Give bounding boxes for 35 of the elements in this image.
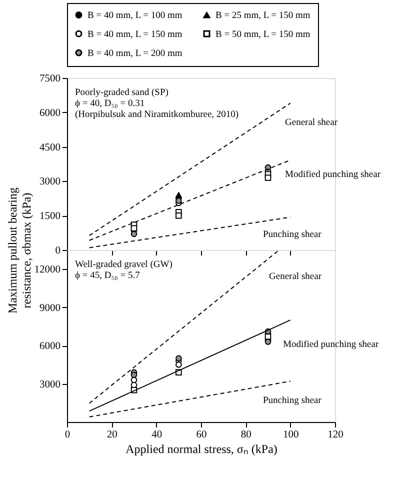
- annotation: Modified punching shear: [285, 170, 382, 180]
- y-tick-label: 7500: [40, 74, 60, 84]
- annotation: ϕ = 45, D₅₀ = 5.7: [75, 271, 140, 281]
- x-axis-title: Applied normal stress, σₙ (kPa): [126, 442, 278, 456]
- x-tick-label: 40: [152, 430, 162, 440]
- y-tick-label: 1500: [40, 211, 60, 222]
- y-tick-label: 3000: [40, 176, 60, 188]
- annotation: Well-graded gravel (GW): [75, 260, 172, 270]
- x-tick-label: 0: [64, 430, 70, 440]
- y-tick-label: 0: [55, 246, 60, 256]
- annotation: General shear: [285, 118, 338, 128]
- annotation: Modified punching shear: [283, 340, 380, 350]
- y-tick-label: 3000: [40, 379, 60, 390]
- legend-label: B = 40 mm, L = 150 mm: [88, 30, 183, 40]
- x-tick-label: 120: [328, 430, 344, 440]
- annotation: Punching shear: [263, 230, 322, 240]
- annotation: Punching shear: [263, 396, 322, 406]
- y-tick-label: 6000: [40, 341, 60, 352]
- legend-label: B = 25 mm, L = 150 mm: [216, 11, 311, 22]
- annotation: (Horpibulsuk and Niramitkomburee, 2010): [75, 110, 239, 120]
- y-tick-label: 4500: [40, 142, 60, 154]
- legend-label: B = 40 mm, L = 100 mm: [88, 11, 183, 22]
- x-tick-label: 20: [106, 430, 118, 440]
- x-tick-label: 100: [282, 430, 299, 440]
- y-axis-title: Maximum pullout bearing resistance, σbmax (kPa): [6, 188, 34, 314]
- annotation: ϕ = 40, D₅₀ = 0.31: [75, 99, 145, 109]
- y-tick-label: 12000: [34, 264, 60, 276]
- y-tick-label: 9000: [40, 302, 60, 314]
- y-tick-label: 6000: [40, 108, 60, 119]
- x-tick-label: 60: [196, 430, 207, 440]
- annotation: Poorly-graded sand (SP): [75, 88, 168, 98]
- annotation: General shear: [269, 272, 322, 282]
- legend-label: B = 40 mm, L = 200 mm: [88, 48, 183, 59]
- legend-label: B = 50 mm, L = 150 mm: [216, 30, 311, 40]
- x-tick-label: 80: [240, 430, 252, 440]
